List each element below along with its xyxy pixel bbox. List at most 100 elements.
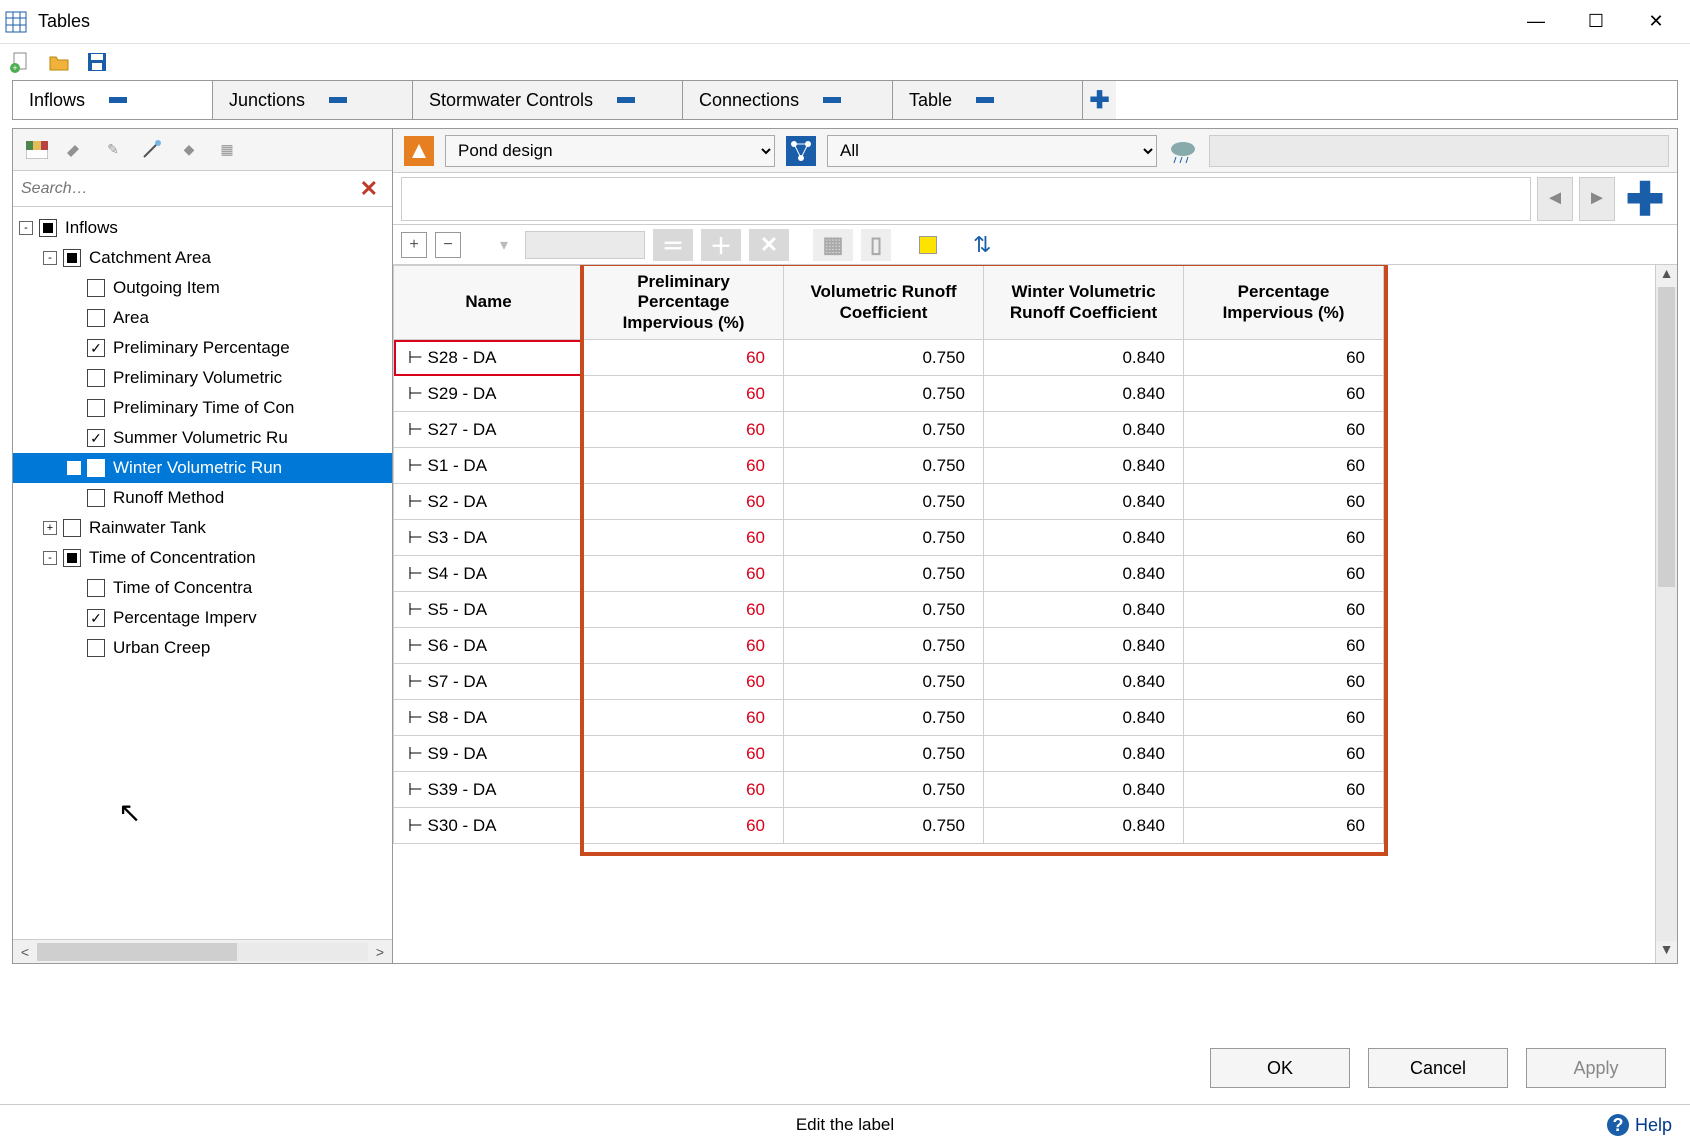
cell-value[interactable]: 60 bbox=[1184, 736, 1384, 772]
tree-item[interactable]: -Catchment Area bbox=[13, 243, 392, 273]
checkbox[interactable] bbox=[87, 309, 105, 327]
column-header[interactable]: Percentage Impervious (%) bbox=[1184, 266, 1384, 340]
tab-stormwater-controls[interactable]: Stormwater Controls bbox=[412, 81, 682, 119]
table-row[interactable]: ⊢ S8 - DA600.7500.84060 bbox=[394, 700, 1384, 736]
cell-value[interactable]: 0.840 bbox=[984, 556, 1184, 592]
table-row[interactable]: ⊢ S2 - DA600.7500.84060 bbox=[394, 484, 1384, 520]
close-button[interactable]: ✕ bbox=[1626, 0, 1686, 44]
cell-value[interactable]: 0.840 bbox=[984, 808, 1184, 844]
tree-item[interactable]: Winter Volumetric Run bbox=[13, 453, 392, 483]
checkbox[interactable] bbox=[39, 219, 57, 237]
scroll-thumb[interactable] bbox=[1658, 287, 1675, 587]
tree-item[interactable]: -Time of Concentration bbox=[13, 543, 392, 573]
cell-value[interactable]: 60 bbox=[1184, 484, 1384, 520]
cell-value[interactable]: 60 bbox=[1184, 592, 1384, 628]
scroll-left-icon[interactable]: < bbox=[13, 944, 37, 960]
equals-button[interactable]: ＝ bbox=[653, 229, 693, 261]
prev-button[interactable]: ◄ bbox=[1537, 177, 1573, 221]
tree-item[interactable]: Preliminary Percentage bbox=[13, 333, 392, 363]
checkbox[interactable] bbox=[87, 489, 105, 507]
cell-value[interactable]: 60 bbox=[584, 736, 784, 772]
cell-value[interactable]: 0.840 bbox=[984, 772, 1184, 808]
cell-value[interactable]: 0.750 bbox=[784, 628, 984, 664]
cell-value[interactable]: 0.840 bbox=[984, 376, 1184, 412]
cell-value[interactable]: 60 bbox=[1184, 808, 1384, 844]
highlight-icon[interactable] bbox=[919, 236, 937, 254]
checkbox[interactable] bbox=[63, 249, 81, 267]
table-row[interactable]: ⊢ S3 - DA600.7500.84060 bbox=[394, 520, 1384, 556]
save-icon[interactable] bbox=[84, 49, 110, 75]
cell-value[interactable]: 60 bbox=[584, 592, 784, 628]
tree-hscroll[interactable]: < > bbox=[13, 939, 392, 963]
cell-name[interactable]: ⊢ S1 - DA bbox=[394, 448, 584, 484]
cell-value[interactable]: 0.750 bbox=[784, 808, 984, 844]
checkbox[interactable] bbox=[63, 519, 81, 537]
cell-value[interactable]: 60 bbox=[584, 664, 784, 700]
flag-icon[interactable] bbox=[23, 136, 51, 164]
cell-value[interactable]: 60 bbox=[1184, 664, 1384, 700]
clear-search-icon[interactable]: ✕ bbox=[354, 176, 384, 202]
next-button[interactable]: ► bbox=[1579, 177, 1615, 221]
column-header[interactable]: Winter Volumetric Runoff Coefficient bbox=[984, 266, 1184, 340]
expander-icon[interactable]: - bbox=[19, 221, 33, 235]
cell-value[interactable]: 0.750 bbox=[784, 772, 984, 808]
scroll-track[interactable] bbox=[1656, 287, 1677, 941]
scenario-select[interactable]: Pond design bbox=[445, 135, 775, 167]
cell-value[interactable]: 0.750 bbox=[784, 340, 984, 376]
grid-icon[interactable]: ▦ bbox=[213, 136, 241, 164]
data-grid[interactable]: NamePreliminary Percentage Impervious (%… bbox=[393, 265, 1384, 844]
scroll-track[interactable] bbox=[37, 943, 368, 961]
wand-icon[interactable] bbox=[137, 136, 165, 164]
expand-all-button[interactable]: + bbox=[401, 232, 427, 258]
checkbox[interactable] bbox=[63, 549, 81, 567]
brush-icon[interactable]: ✎ bbox=[99, 136, 127, 164]
open-icon[interactable] bbox=[46, 49, 72, 75]
table-row[interactable]: ⊢ S29 - DA600.7500.84060 bbox=[394, 376, 1384, 412]
table-row[interactable]: ⊢ S6 - DA600.7500.84060 bbox=[394, 628, 1384, 664]
cell-value[interactable]: 60 bbox=[1184, 412, 1384, 448]
cell-name[interactable]: ⊢ S4 - DA bbox=[394, 556, 584, 592]
scroll-down-icon[interactable]: ▼ bbox=[1656, 941, 1677, 963]
tab-table[interactable]: Table bbox=[892, 81, 1082, 119]
maximize-button[interactable]: ☐ bbox=[1566, 0, 1626, 44]
cell-value[interactable]: 60 bbox=[584, 484, 784, 520]
cell-name[interactable]: ⊢ S6 - DA bbox=[394, 628, 584, 664]
tree-item[interactable]: Preliminary Time of Con bbox=[13, 393, 392, 423]
cell-name[interactable]: ⊢ S9 - DA bbox=[394, 736, 584, 772]
scroll-thumb[interactable] bbox=[37, 943, 237, 961]
tab-connections[interactable]: Connections bbox=[682, 81, 892, 119]
checkbox[interactable] bbox=[87, 429, 105, 447]
tab-inflows[interactable]: Inflows bbox=[12, 81, 212, 119]
column-header[interactable]: Volumetric Runoff Coefficient bbox=[784, 266, 984, 340]
cell-value[interactable]: 60 bbox=[1184, 700, 1384, 736]
cell-value[interactable]: 60 bbox=[584, 772, 784, 808]
cell-value[interactable]: 0.750 bbox=[784, 556, 984, 592]
cell-value[interactable]: 60 bbox=[1184, 772, 1384, 808]
cell-value[interactable]: 0.840 bbox=[984, 628, 1184, 664]
cell-name[interactable]: ⊢ S5 - DA bbox=[394, 592, 584, 628]
cell-value[interactable]: 60 bbox=[1184, 556, 1384, 592]
cell-value[interactable]: 60 bbox=[584, 556, 784, 592]
cell-name[interactable]: ⊢ S28 - DA bbox=[394, 340, 584, 376]
cell-value[interactable]: 0.750 bbox=[784, 700, 984, 736]
cell-name[interactable]: ⊢ S7 - DA bbox=[394, 664, 584, 700]
rain-icon[interactable] bbox=[1165, 133, 1201, 169]
cell-value[interactable]: 0.750 bbox=[784, 484, 984, 520]
cell-name[interactable]: ⊢ S39 - DA bbox=[394, 772, 584, 808]
cell-name[interactable]: ⊢ S8 - DA bbox=[394, 700, 584, 736]
expander-icon[interactable]: - bbox=[43, 251, 57, 265]
cell-value[interactable]: 0.840 bbox=[984, 412, 1184, 448]
tree-item[interactable]: Percentage Imperv bbox=[13, 603, 392, 633]
table-row[interactable]: ⊢ S27 - DA600.7500.84060 bbox=[394, 412, 1384, 448]
tree-item[interactable]: Summer Volumetric Ru bbox=[13, 423, 392, 453]
cell-value[interactable]: 60 bbox=[584, 376, 784, 412]
checkbox[interactable] bbox=[87, 399, 105, 417]
cell-value[interactable]: 0.840 bbox=[984, 340, 1184, 376]
tree-item[interactable]: Time of Concentra bbox=[13, 573, 392, 603]
hammer-icon[interactable] bbox=[61, 136, 89, 164]
cell-name[interactable]: ⊢ S3 - DA bbox=[394, 520, 584, 556]
column-filter-input[interactable] bbox=[525, 231, 645, 259]
cell-value[interactable]: 0.750 bbox=[784, 592, 984, 628]
cell-value[interactable]: 60 bbox=[1184, 340, 1384, 376]
table-row[interactable]: ⊢ S7 - DA600.7500.84060 bbox=[394, 664, 1384, 700]
